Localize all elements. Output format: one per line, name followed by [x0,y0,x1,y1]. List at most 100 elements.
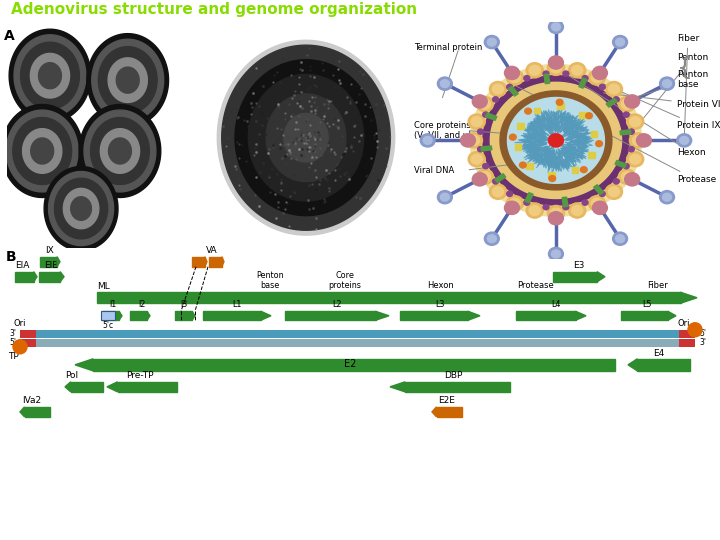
Circle shape [595,141,603,147]
Circle shape [608,187,619,197]
Bar [562,197,568,207]
Circle shape [613,232,628,245]
Circle shape [626,114,644,129]
Circle shape [624,164,629,169]
Bar [548,172,555,178]
Bar [20,339,695,347]
Text: EIA: EIA [15,261,30,269]
Circle shape [441,80,449,87]
Circle shape [480,172,490,181]
Bar [590,131,598,137]
Text: L1: L1 [233,300,242,309]
Circle shape [509,198,521,208]
Text: 5': 5' [9,338,16,347]
Polygon shape [508,98,604,183]
Polygon shape [87,33,168,126]
Bar [495,174,505,183]
Bar [20,330,695,338]
Text: Protease: Protease [510,83,716,185]
Circle shape [507,191,513,197]
Circle shape [588,195,606,211]
Text: 3': 3' [699,338,706,347]
Polygon shape [204,256,207,267]
Circle shape [543,205,549,210]
Bar [679,330,695,338]
Circle shape [680,137,689,144]
Text: IX: IX [45,246,55,255]
Text: IVa2: IVa2 [22,396,42,405]
Circle shape [550,63,562,73]
Bar [97,292,680,303]
Polygon shape [20,407,24,417]
Bar [20,330,36,338]
Circle shape [520,162,526,168]
Circle shape [585,113,593,119]
Bar [24,407,50,417]
Circle shape [529,65,540,75]
Circle shape [608,84,619,94]
Polygon shape [1,105,83,198]
Polygon shape [31,138,53,164]
Bar [20,339,36,347]
Text: EIB: EIB [44,261,58,269]
Circle shape [549,176,556,181]
Polygon shape [108,58,148,103]
Polygon shape [117,67,139,93]
Bar [485,113,497,120]
Polygon shape [22,129,62,173]
Bar [101,310,115,320]
Polygon shape [680,292,697,303]
Bar [579,112,585,118]
Polygon shape [71,197,91,220]
Bar [436,407,462,417]
Bar [525,193,533,202]
Text: Pre-TP: Pre-TP [126,371,154,380]
Bar [526,163,533,168]
Polygon shape [14,35,86,117]
Circle shape [510,134,516,140]
Text: Protease: Protease [517,281,554,290]
Polygon shape [6,110,78,192]
Bar [579,78,587,88]
Circle shape [629,154,641,164]
Polygon shape [628,359,637,371]
Polygon shape [575,311,586,320]
Circle shape [471,154,482,164]
Bar [557,103,564,109]
Polygon shape [470,64,642,217]
Circle shape [509,72,521,83]
Circle shape [613,36,628,49]
Circle shape [438,191,452,204]
Text: Fiber: Fiber [677,33,699,138]
Text: A: A [4,29,14,43]
Circle shape [547,60,564,76]
Circle shape [482,164,489,169]
Polygon shape [222,256,224,267]
Circle shape [580,167,588,173]
Text: Core proteins
(V, VII, and µ): Core proteins (V, VII, and µ) [414,121,472,140]
Polygon shape [248,75,364,201]
Polygon shape [147,311,150,320]
Text: L4: L4 [552,300,561,309]
Circle shape [636,134,652,147]
Text: Protein VI: Protein VI [603,93,720,109]
Text: E2: E2 [344,359,356,369]
Text: ML: ML [97,282,109,291]
Circle shape [599,84,606,90]
Polygon shape [44,166,118,251]
Polygon shape [432,407,436,417]
Polygon shape [91,118,149,185]
Bar [15,272,34,282]
Polygon shape [57,256,60,267]
Circle shape [505,66,519,79]
Circle shape [465,133,482,148]
Bar [508,86,518,96]
Circle shape [482,112,489,117]
Circle shape [588,70,606,85]
Circle shape [557,99,563,105]
Circle shape [490,82,506,97]
Circle shape [625,95,639,108]
Circle shape [662,193,672,201]
Bar [516,311,575,320]
Circle shape [524,200,530,205]
